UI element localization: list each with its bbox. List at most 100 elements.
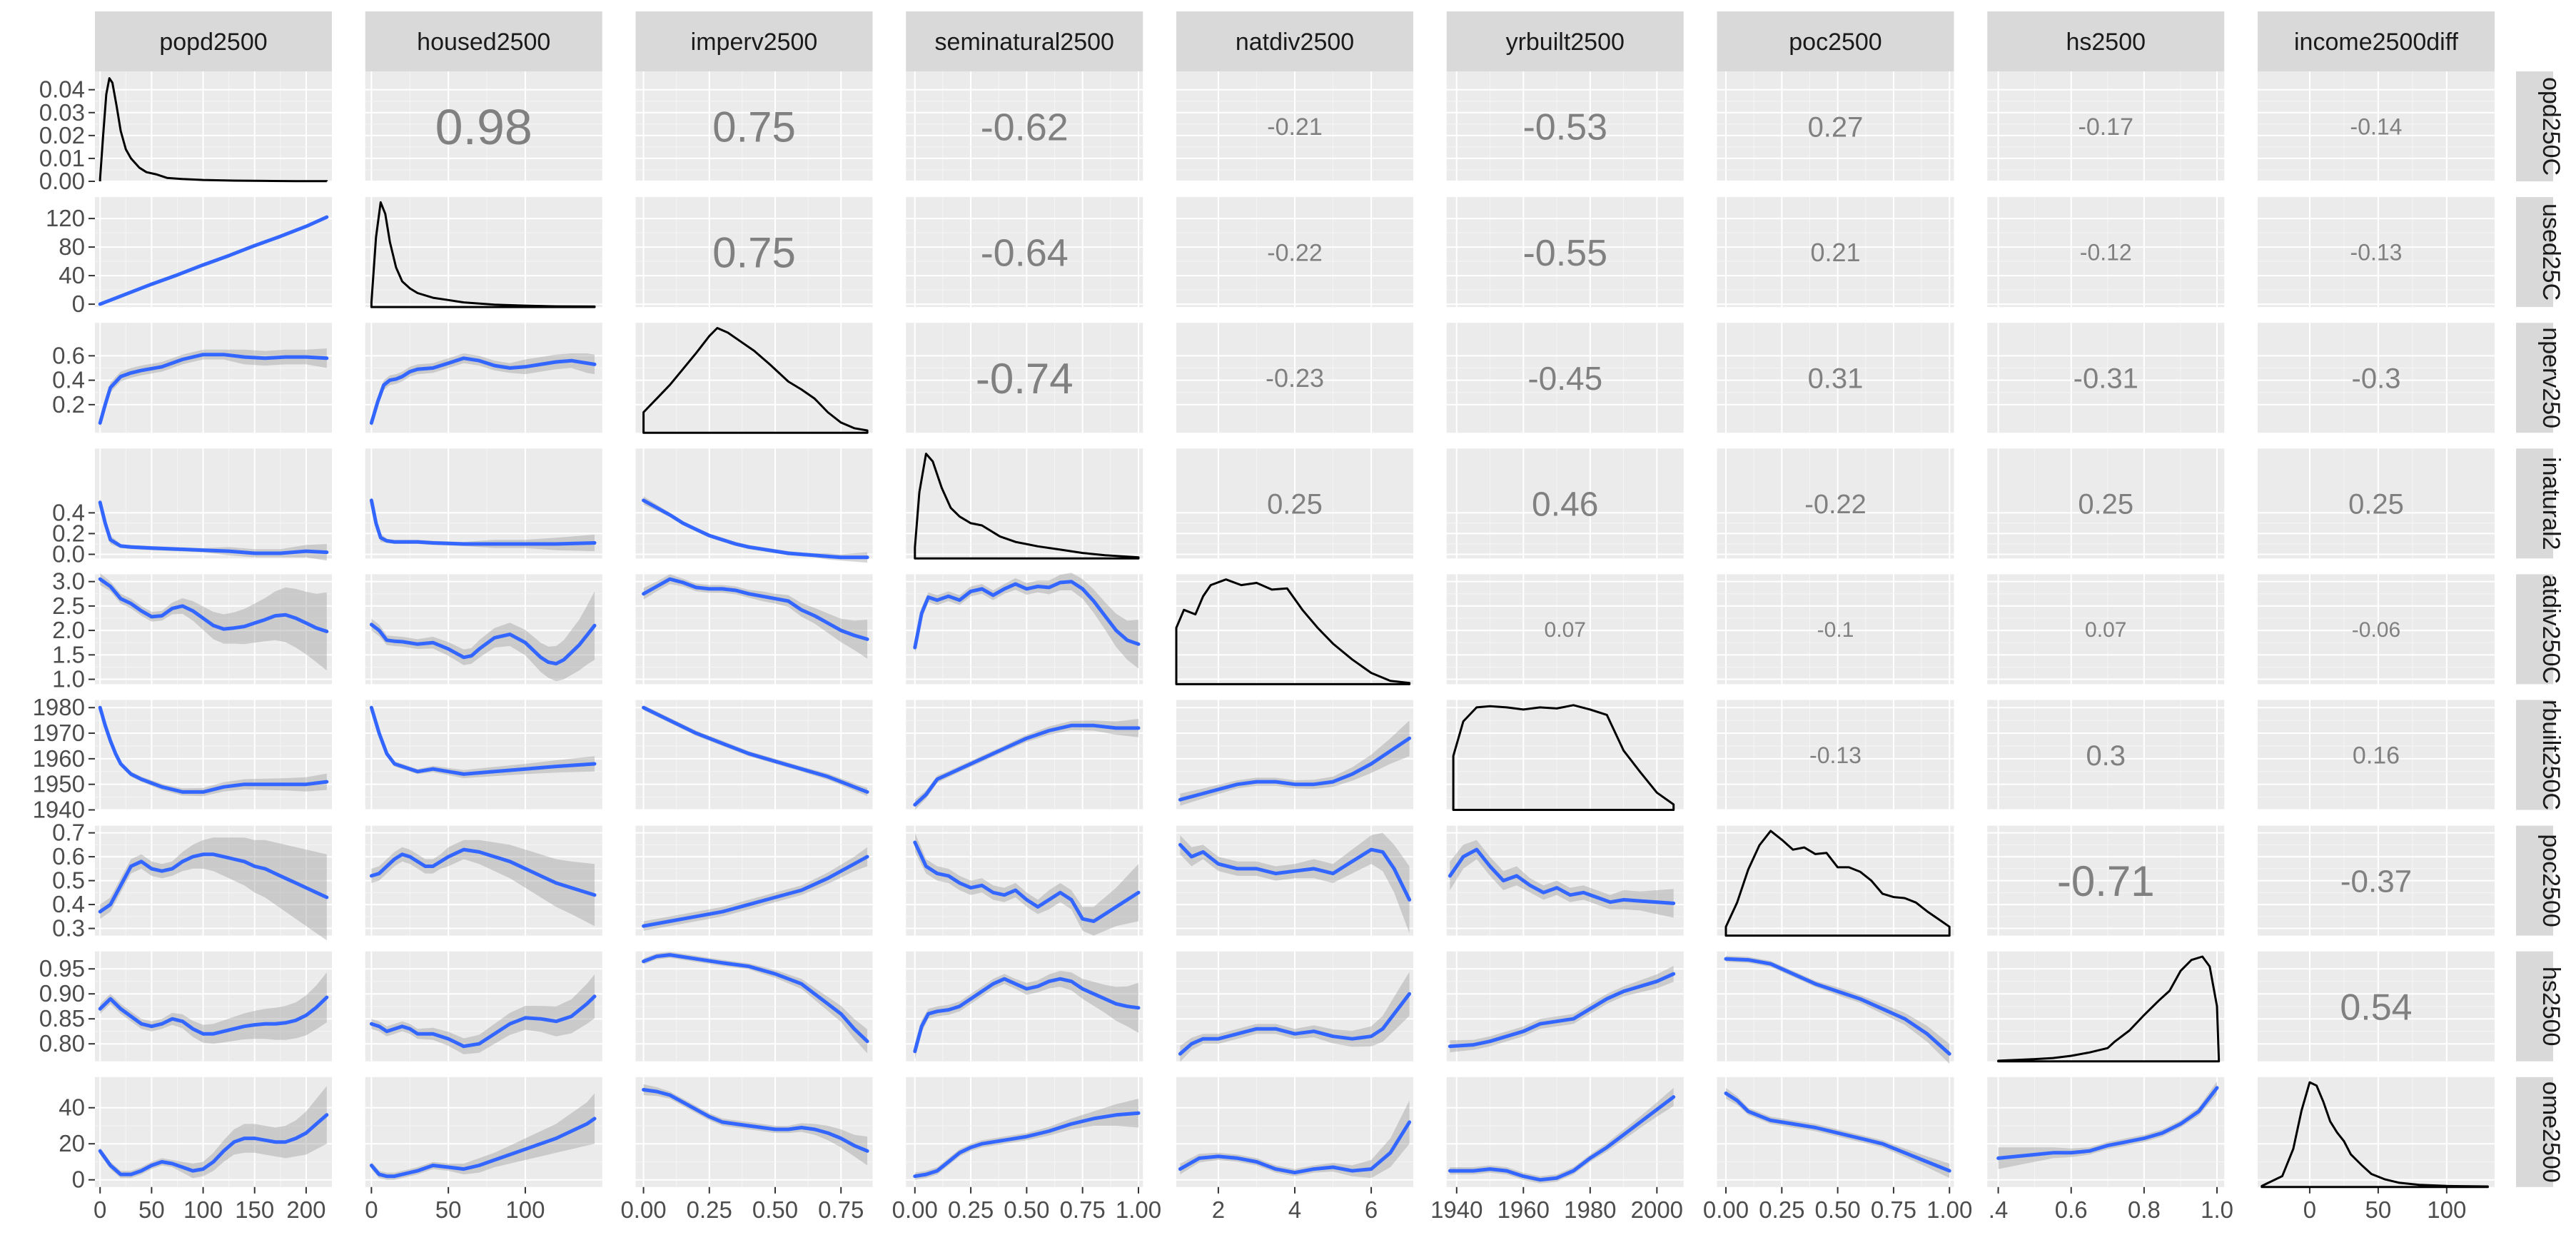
x-tick-label: 1.0 <box>2201 1196 2233 1223</box>
panel-background <box>2258 574 2495 685</box>
correlation-value: 0.54 <box>2340 987 2412 1028</box>
panel-r8-c1 <box>365 1077 602 1187</box>
smooth-ci-band <box>100 573 327 671</box>
panel-background <box>906 574 1143 685</box>
panel-r0-c7 <box>1987 71 2225 182</box>
x-tick-label: 0 <box>2303 1196 2316 1223</box>
smooth-line-seminatural2500-vs-popd2500 <box>98 500 329 555</box>
panel-background <box>95 1077 332 1187</box>
smooth-line-hs2500-vs-imperv2500 <box>642 953 869 1044</box>
panel-r6-c8 <box>2258 825 2495 936</box>
smooth-ci-band <box>371 496 595 552</box>
panel-r2-c6 <box>1717 323 1954 433</box>
correlation-value: 0.98 <box>435 99 532 155</box>
panel-r4-c5 <box>1446 574 1684 685</box>
y-tick-label: 20 <box>59 1130 85 1156</box>
correlation-value: -0.1 <box>1817 618 1854 642</box>
panel-r6-c1 <box>365 825 602 936</box>
row-strip-label: nperv250 <box>2537 327 2565 428</box>
row-strip-label: opd250C <box>2537 77 2565 176</box>
y-tick-label: 1950 <box>33 771 85 797</box>
column-strip-label: natdiv2500 <box>1236 29 1354 56</box>
smooth-line-housed2500-vs-popd2500 <box>98 215 329 306</box>
density-curve-popd2500 <box>99 77 328 183</box>
panel-r2-c1 <box>365 323 602 433</box>
column-strip-popd2500 <box>95 11 332 71</box>
panel-r4-c8 <box>2258 574 2495 685</box>
x-tick-label: 0.25 <box>687 1196 732 1223</box>
column-strip-label: yrbuilt2500 <box>1506 29 1625 56</box>
panel-background <box>635 1077 873 1187</box>
correlation-value: -0.12 <box>2080 240 2132 266</box>
smooth-line-income2500diff-vs-imperv2500 <box>642 1088 869 1153</box>
smooth-line-hs2500-vs-poc2500 <box>1724 957 1951 1056</box>
smooth-line-natdiv2500-vs-seminatural2500 <box>913 580 1141 650</box>
panel-background <box>2258 323 2495 433</box>
panel-background <box>1446 700 1684 810</box>
column-strip-seminatural2500 <box>906 11 1143 71</box>
column-strip-label: hs2500 <box>2066 29 2146 56</box>
x-tick-label: 1.00 <box>1926 1196 1972 1223</box>
panel-r1-c0 <box>95 197 332 308</box>
smooth-ci-band <box>100 837 327 941</box>
panel-r8-c7 <box>1987 1077 2225 1187</box>
row-strip-popd2500 <box>2516 71 2553 181</box>
y-tick-label: 0.3 <box>52 915 85 942</box>
panel-background <box>2258 1077 2495 1187</box>
panel-r4-c4 <box>1176 574 1413 685</box>
density-curve-seminatural2500 <box>914 453 1140 560</box>
column-strip-yrbuilt2500 <box>1446 11 1684 71</box>
density-curve-imperv2500 <box>642 327 869 434</box>
correlation-value: -0.45 <box>1527 360 1602 397</box>
smooth-ci-band <box>371 353 595 428</box>
smooth-ci-band <box>100 498 327 561</box>
correlation-value: -0.37 <box>2340 864 2412 899</box>
smooth-line-yrbuilt2500-vs-seminatural2500 <box>913 723 1141 807</box>
y-tick-label: 0 <box>72 291 85 317</box>
x-tick-label: 0.75 <box>818 1196 864 1223</box>
smooth-ci-band <box>914 971 1138 1059</box>
y-tick-label: 2.0 <box>52 617 85 643</box>
column-strip-imperv2500 <box>635 11 873 71</box>
smooth-ci-band <box>643 1084 868 1166</box>
panel-background <box>1987 323 2225 433</box>
smooth-line-poc2500-vs-housed2500 <box>369 847 597 897</box>
panel-background <box>365 197 602 308</box>
panel-r7-c8 <box>2258 951 2495 1062</box>
correlation-value: -0.14 <box>2350 114 2403 140</box>
row-strip-label: rbuilt250C <box>2537 700 2565 810</box>
panel-background <box>1446 448 1684 559</box>
y-tick-label: 0.4 <box>52 367 85 393</box>
panel-background <box>635 323 873 433</box>
smooth-line-hs2500-vs-yrbuilt2500 <box>1448 972 1676 1049</box>
density-curve-yrbuilt2500 <box>1452 704 1675 811</box>
correlation-value: 0.31 <box>1808 363 1864 395</box>
correlation-value: -0.06 <box>2352 618 2400 642</box>
x-tick-label: 1.00 <box>1116 1196 1161 1223</box>
panel-r5-c5 <box>1446 700 1684 811</box>
panel-background <box>365 700 602 810</box>
smooth-line-yrbuilt2500-vs-imperv2500 <box>642 705 869 794</box>
y-tick-label: 0.04 <box>39 76 85 103</box>
row-strip-housed2500 <box>2516 197 2553 308</box>
panel-r0-c3 <box>906 71 1143 182</box>
panel-background <box>95 700 332 810</box>
x-tick-label: 1960 <box>1497 1196 1550 1223</box>
panel-r4-c2 <box>635 574 873 685</box>
x-tick-label: 50 <box>435 1196 462 1223</box>
panel-background <box>95 323 332 433</box>
smooth-line-income2500diff-vs-natdiv2500 <box>1178 1120 1412 1175</box>
panel-background <box>906 1077 1143 1187</box>
panel-r2-c5 <box>1446 323 1684 433</box>
panel-background <box>635 574 873 685</box>
x-tick-label: 100 <box>2427 1196 2466 1223</box>
panel-r5-c3 <box>906 700 1143 811</box>
panel-background <box>906 323 1143 433</box>
y-tick-label: 3.0 <box>52 568 85 595</box>
panel-background <box>1446 574 1684 685</box>
panel-r1-c6 <box>1717 197 1954 308</box>
density-curve-natdiv2500 <box>1175 578 1411 685</box>
panel-background <box>635 448 873 559</box>
y-tick-label: 40 <box>59 1094 85 1121</box>
panel-r2-c4 <box>1176 323 1413 433</box>
